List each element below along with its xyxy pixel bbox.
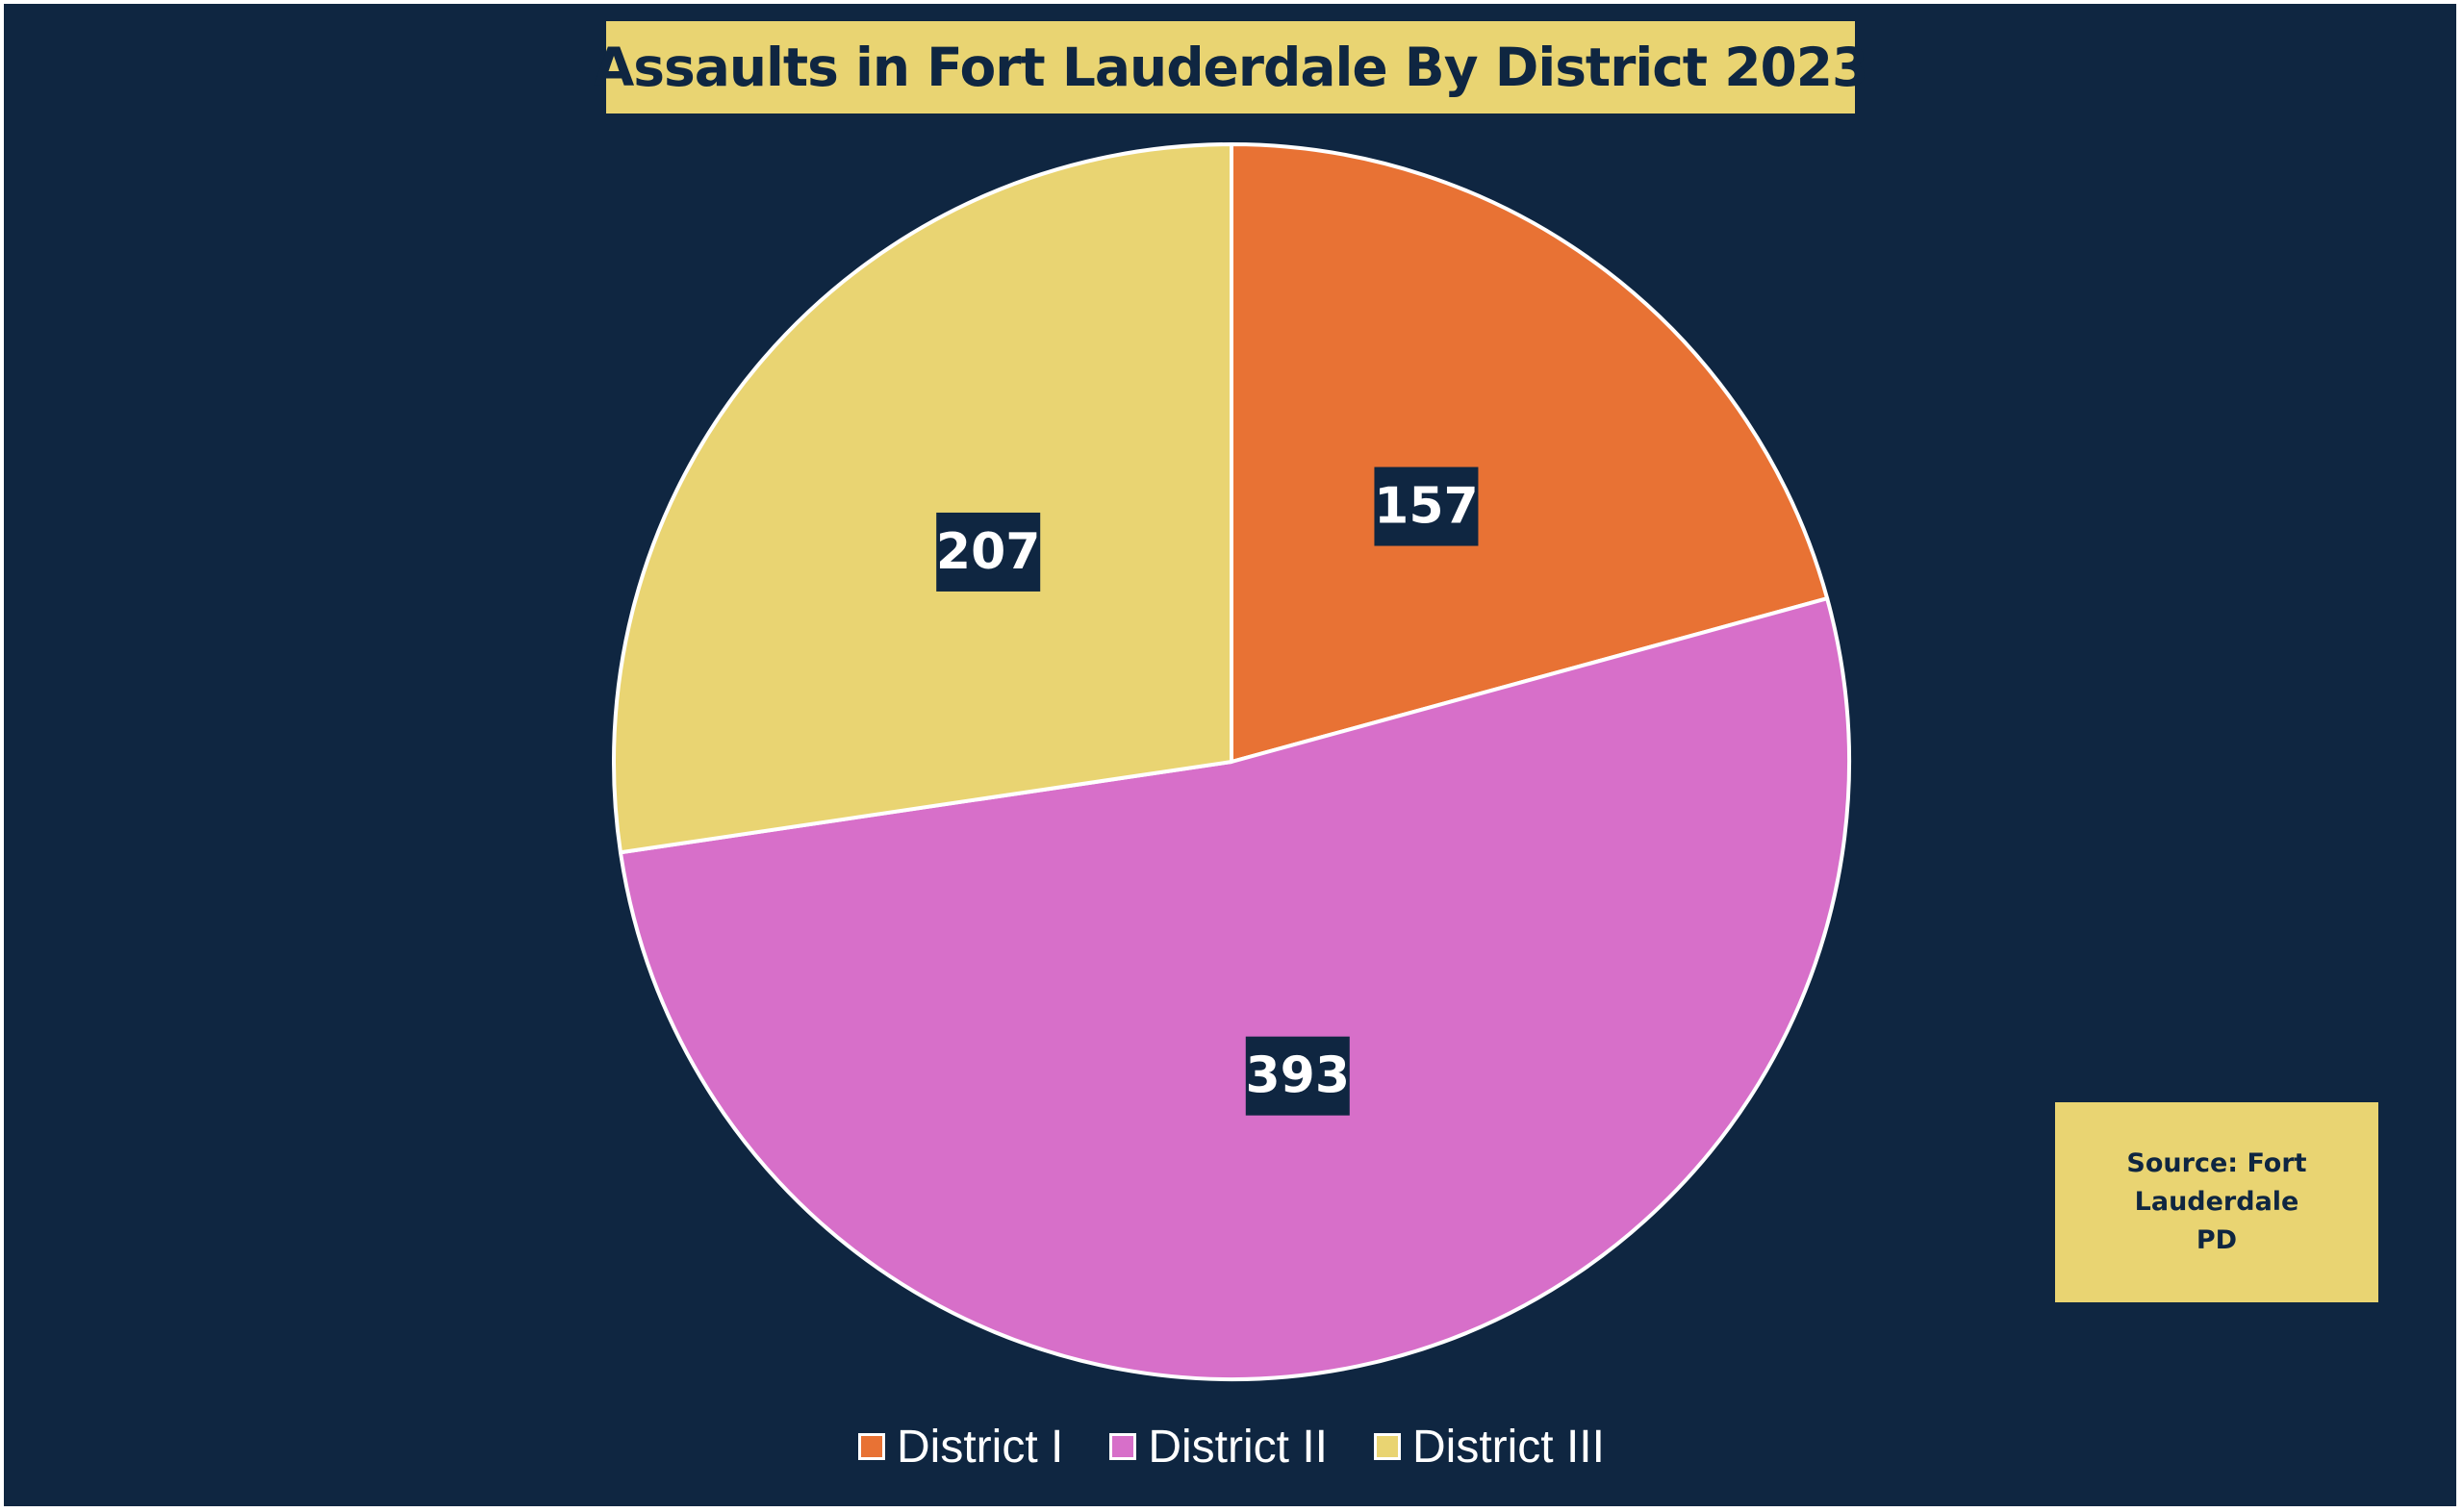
data-label-text-district-iii: 207 xyxy=(936,523,1041,581)
chart-title-box: Assaults in Fort Lauderdale By District … xyxy=(594,21,1868,113)
legend-swatch-district-i xyxy=(858,1433,885,1460)
source-note-box: Source: Fort Lauderdale PD xyxy=(2055,1102,2378,1302)
legend-item-district-i: District I xyxy=(858,1421,1063,1474)
pie-slices xyxy=(612,142,1851,1381)
chart-title: Assaults in Fort Lauderdale By District … xyxy=(593,37,1869,98)
data-label-bg-district-iii xyxy=(936,512,1041,592)
legend-item-district-ii: District II xyxy=(1109,1421,1328,1474)
pie-slice-district-iii xyxy=(612,142,1233,855)
data-label-text-district-ii: 393 xyxy=(1246,1047,1351,1105)
legend-label-district-ii: District II xyxy=(1148,1421,1328,1473)
data-label-district-ii: 393 xyxy=(1245,1036,1351,1116)
legend-item-district-iii: District III xyxy=(1373,1421,1605,1474)
pie-slice-district-i xyxy=(1230,142,1830,764)
pie-data-labels: 157 393 207 xyxy=(936,466,1479,1116)
data-label-text-district-i: 157 xyxy=(1374,478,1479,536)
data-label-bg-district-i xyxy=(1374,466,1479,546)
legend-swatch-district-ii xyxy=(1109,1433,1137,1460)
legend-label-district-i: District I xyxy=(897,1421,1064,1473)
data-label-bg-district-ii xyxy=(1245,1036,1350,1116)
chart-legend: District I District II District III xyxy=(0,1418,2463,1475)
legend-swatch-district-iii xyxy=(1373,1433,1401,1460)
data-label-district-iii: 207 xyxy=(936,512,1041,592)
pie-slice-district-ii xyxy=(618,596,1851,1381)
source-note: Source: Fort Lauderdale PD xyxy=(2126,1148,2307,1255)
data-label-district-i: 157 xyxy=(1374,466,1479,546)
legend-label-district-iii: District III xyxy=(1411,1421,1605,1473)
